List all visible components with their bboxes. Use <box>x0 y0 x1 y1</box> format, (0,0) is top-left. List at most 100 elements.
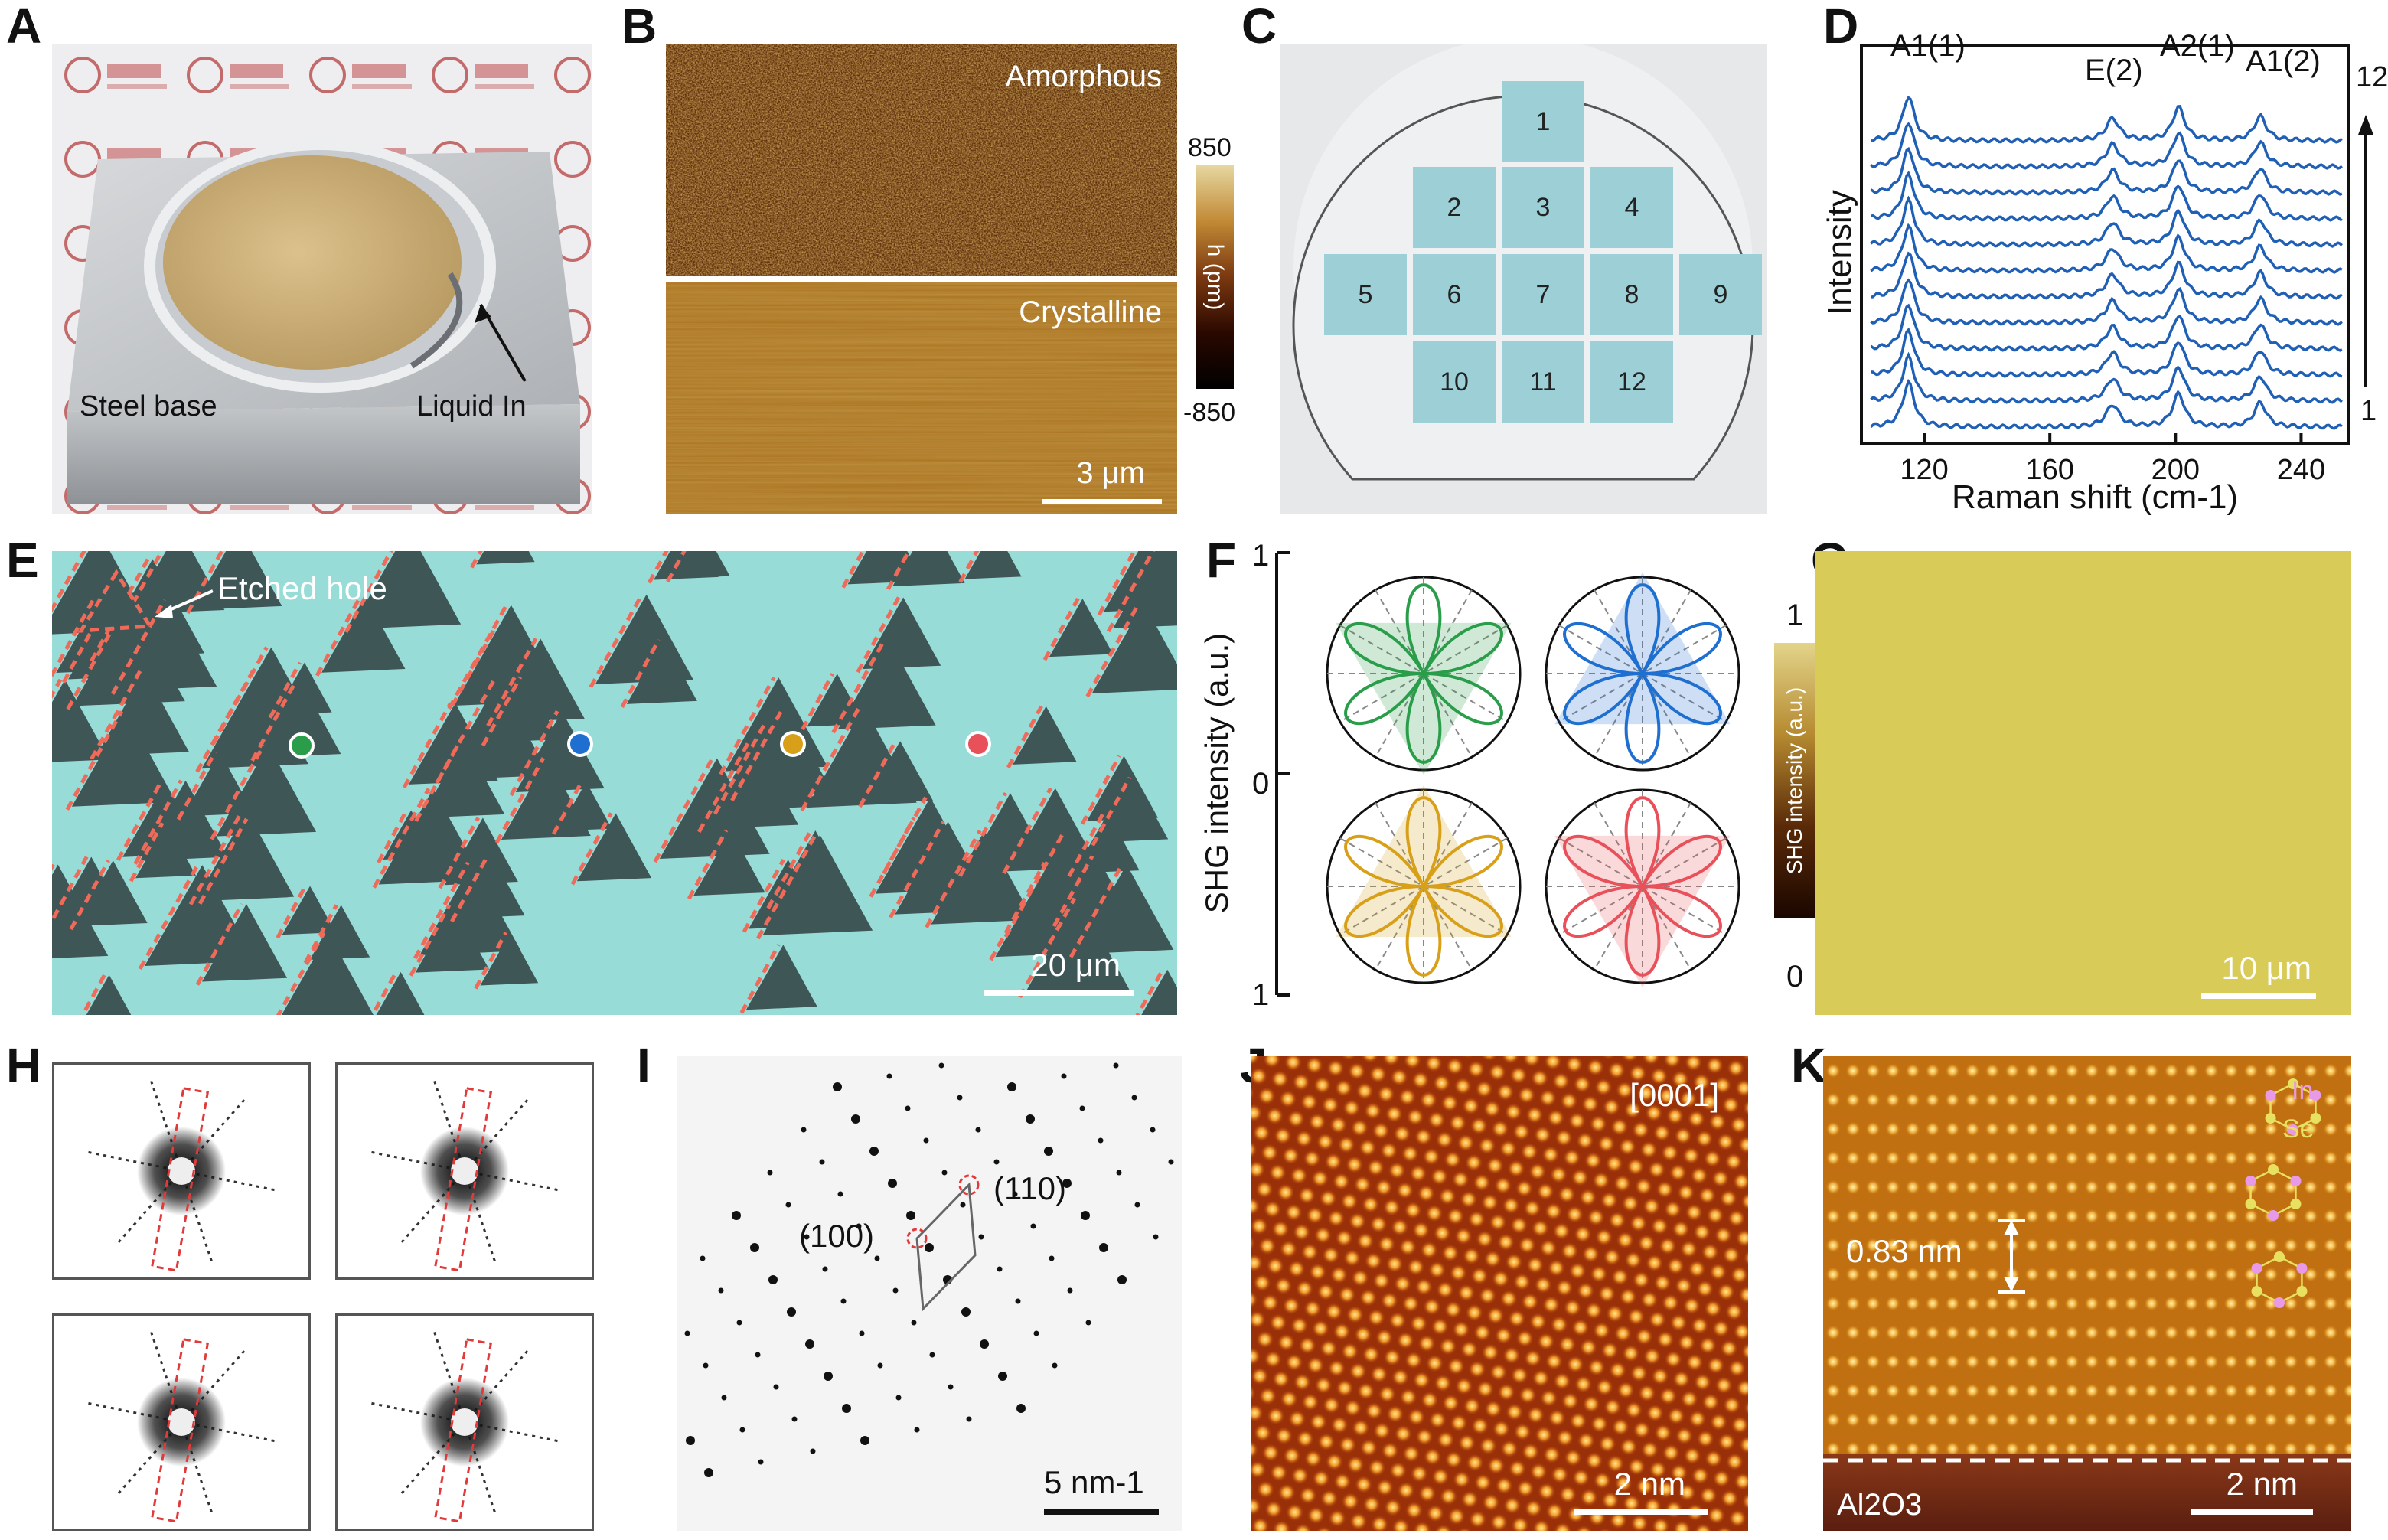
etched-flake <box>1024 898 1130 994</box>
flake-edge-dash <box>739 944 781 1014</box>
flake-edge-dash <box>1018 897 1077 999</box>
etched-flake <box>408 703 498 785</box>
flake-edge-dash <box>69 860 110 931</box>
diffraction-spot <box>1062 1179 1072 1188</box>
structure-atom <box>2274 1297 2285 1308</box>
structure-atom <box>2251 1286 2262 1297</box>
diffraction-spot <box>791 1416 798 1422</box>
etched-flake <box>1141 969 1177 1015</box>
raman-ylabel: Intensity <box>1821 190 1858 315</box>
flake-edge-dash <box>552 781 584 835</box>
diffraction-spot <box>957 1095 963 1101</box>
diffraction-spot <box>1113 1062 1119 1069</box>
flake-edge-dash <box>1091 776 1132 847</box>
etched-flake <box>456 856 525 918</box>
diffraction-spot <box>704 1468 713 1477</box>
diffraction-spot <box>1081 1211 1090 1220</box>
diffraction-spot <box>948 1384 954 1390</box>
etched-flake <box>480 932 539 986</box>
wafer-square-2: 2 <box>1413 167 1496 248</box>
etched-flake <box>216 745 317 837</box>
flake-edge-dash <box>138 863 200 971</box>
structure-atom <box>2265 1090 2276 1101</box>
raman-spectrum-6 <box>1871 251 2343 300</box>
etched-flake <box>144 865 256 966</box>
etched-flake <box>135 823 196 879</box>
panel-k-stem: 0.83 nm In Se Al2O3 2 nm <box>1823 1056 2351 1531</box>
etched-flake <box>1010 830 1124 935</box>
diffraction-spot <box>911 1320 917 1326</box>
diffraction-spot <box>755 1352 761 1358</box>
etched-flake <box>654 551 719 580</box>
structure-atom <box>2310 1113 2321 1124</box>
diffraction-spot <box>837 1191 843 1197</box>
diffraction-spot <box>1016 1404 1026 1413</box>
diffraction-spot <box>938 1062 944 1069</box>
panel-c-wafer: 1 2 3 4 5 6 7 8 9 10 11 12 <box>1280 44 1767 514</box>
diffraction-spot <box>1098 1137 1104 1144</box>
raman-spectrum-2 <box>1870 351 2343 404</box>
shg-ylabel: SHG intensity (a.u.) <box>1199 632 1235 914</box>
diffraction-spot <box>785 1202 791 1208</box>
flake-edge-dash <box>742 858 785 933</box>
raman-index-top: 12 <box>2356 61 2388 93</box>
diffraction-spot <box>1015 1298 1021 1304</box>
flake-edge-dash <box>958 792 1008 877</box>
diffraction-spot <box>819 1159 825 1165</box>
etched-flake <box>351 551 462 629</box>
etched-flake <box>96 670 190 756</box>
panel-label-c: C <box>1241 0 1277 54</box>
wafer-square-7: 7 <box>1502 254 1584 335</box>
flake-edge-dash <box>1067 812 1105 878</box>
raman-tick-label-160: 160 <box>2025 454 2073 486</box>
diffraction-spot <box>805 1339 814 1349</box>
flake-edge-dash <box>697 741 751 834</box>
diffraction-spot <box>1116 1170 1122 1176</box>
etched-flake <box>1049 599 1114 657</box>
fft-pattern-2 <box>335 1062 594 1280</box>
diffraction-spot <box>1099 1243 1108 1252</box>
wafer-square-9: 9 <box>1679 254 1762 335</box>
structure-atom <box>2288 1078 2298 1089</box>
flake-edge-dash <box>1002 787 1052 875</box>
diffraction-spot <box>874 1255 880 1261</box>
scale-bar-e <box>984 990 1134 996</box>
flake-edge-dash <box>1085 602 1141 698</box>
colorbar-g: SHG intensity (a.u.) <box>1774 643 1815 918</box>
etched-flake <box>71 711 177 807</box>
shg-tick-bottom: 1 <box>1252 978 1270 1012</box>
diffraction-spot <box>822 1266 828 1272</box>
diffraction-spot <box>1007 1082 1016 1091</box>
diffraction-spot <box>888 1179 897 1188</box>
diffraction-spot <box>684 1330 690 1336</box>
substrate-label: Al2O3 <box>1837 1488 1923 1522</box>
raman-spectrum-5 <box>1870 278 2343 326</box>
diffraction-spot <box>1052 1362 1058 1369</box>
raman-peak-a21: A2(1) <box>2160 29 2235 63</box>
flake-edge-dash <box>869 796 928 898</box>
diffraction-spot <box>718 1287 724 1294</box>
flake-edge-dash <box>1097 551 1137 616</box>
flake-edge-dash <box>409 904 452 977</box>
scale-bar-b <box>1042 499 1162 504</box>
scale-text-k: 2 nm <box>2226 1466 2298 1502</box>
panel-j-stem: [0001] 2 nm <box>1251 1056 1748 1531</box>
flake-edge-dash <box>303 904 338 964</box>
etched-flake <box>772 830 855 905</box>
diffraction-spot <box>1134 1202 1140 1208</box>
flake-edge-dash <box>801 673 834 731</box>
structure-atom <box>2268 1164 2279 1175</box>
diffraction-spot <box>859 1330 865 1336</box>
raman-spectrum-10 <box>1870 146 2343 196</box>
spot-110-label: (110) <box>993 1170 1066 1206</box>
flake-edge-dash <box>494 757 546 844</box>
scale-bar-k <box>2191 1509 2313 1515</box>
colorbar-g-title: SHG intensity (a.u.) <box>1783 687 1806 875</box>
diffraction-spot <box>869 1147 879 1156</box>
diffraction-spot <box>810 1448 816 1454</box>
etched-hole <box>77 569 154 633</box>
diffraction-spot <box>1033 1330 1039 1336</box>
structure-atom <box>2310 1090 2321 1101</box>
shg-tick-mid: 0 <box>1252 767 1270 801</box>
flake-edge-dash <box>858 740 898 808</box>
